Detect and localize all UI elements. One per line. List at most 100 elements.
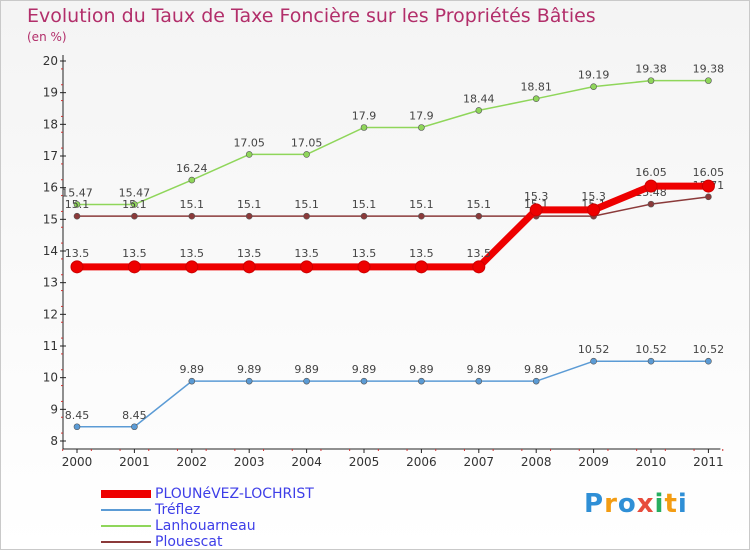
data-point-lanhouarneau [303, 151, 310, 158]
data-point-ploun-vez-lochrist [587, 203, 601, 217]
data-label-lanhouarneau: 17.05 [233, 136, 265, 149]
data-point-lanhouarneau [475, 107, 483, 114]
data-point-plouescat [188, 212, 196, 220]
series-line-ploun-vez-lochrist [73, 182, 712, 271]
data-label-ploun-vez-lochrist: 13.5 [180, 247, 205, 260]
data-label-ploun-vez-lochrist: 13.5 [467, 247, 492, 260]
data-point-lanhouarneau [647, 77, 655, 84]
data-point-ploun-vez-lochrist [185, 260, 199, 274]
data-point-tr-flez [245, 377, 253, 385]
data-point-plouescat [245, 212, 253, 220]
logo-letter: i [677, 489, 688, 519]
data-label-ploun-vez-lochrist: 13.5 [65, 247, 90, 260]
data-point-ploun-vez-lochrist [242, 260, 256, 274]
data-label-tr-flez: 10.52 [635, 343, 667, 356]
legend-label: Plouescat [155, 534, 223, 550]
data-point-tr-flez [532, 377, 540, 385]
y-tick-label: 13 [43, 276, 58, 290]
data-point-plouescat [705, 193, 712, 201]
data-label-tr-flez: 9.89 [524, 363, 549, 376]
x-tick-label: 2008 [521, 455, 552, 469]
data-point-tr-flez [188, 377, 196, 385]
data-label-ploun-vez-lochrist: 13.5 [237, 247, 262, 260]
y-tick-label: 10 [43, 371, 58, 385]
data-point-tr-flez [418, 377, 425, 385]
x-tick-label: 2004 [291, 455, 322, 469]
data-point-tr-flez [73, 423, 81, 431]
logo-letter: o [617, 489, 637, 519]
x-tick-label: 2010 [636, 455, 667, 469]
series-line-tr-flez [76, 360, 710, 428]
y-tick-label: 16 [43, 181, 58, 195]
data-label-lanhouarneau: 19.19 [578, 69, 610, 82]
data-label-lanhouarneau: 17.9 [352, 110, 377, 123]
data-point-ploun-vez-lochrist [701, 179, 715, 193]
data-point-tr-flez [647, 357, 655, 365]
data-point-lanhouarneau [245, 151, 253, 158]
legend-item: Plouescat [101, 534, 314, 550]
data-point-ploun-vez-lochrist [300, 260, 314, 274]
data-point-ploun-vez-lochrist [357, 260, 371, 274]
legend-label: Lanhouarneau [155, 518, 256, 534]
data-label-tr-flez: 9.89 [294, 363, 319, 376]
data-label-tr-flez: 10.52 [693, 343, 725, 356]
data-label-ploun-vez-lochrist: 15.3 [524, 190, 549, 203]
data-label-lanhouarneau: 18.44 [463, 92, 495, 105]
x-tick-label: 2009 [578, 455, 609, 469]
y-tick-label: 18 [43, 117, 58, 131]
data-label-plouescat: 15.1 [122, 198, 147, 211]
data-point-plouescat [647, 200, 655, 208]
data-point-ploun-vez-lochrist [70, 260, 84, 274]
legend-swatch [101, 525, 151, 527]
data-point-lanhouarneau [131, 201, 138, 208]
data-point-tr-flez [705, 357, 712, 365]
data-label-ploun-vez-lochrist: 13.5 [294, 247, 319, 260]
data-point-plouescat [475, 212, 483, 220]
data-label-lanhouarneau: 17.05 [291, 136, 323, 149]
x-tick-label: 2002 [177, 455, 208, 469]
data-label-plouescat: 15.1 [237, 198, 262, 211]
data-label-lanhouarneau: 15.47 [61, 186, 93, 199]
data-label-plouescat: 15.1 [467, 198, 492, 211]
data-label-ploun-vez-lochrist: 16.05 [635, 166, 667, 179]
data-point-ploun-vez-lochrist [472, 260, 486, 274]
legend-label: PLOUNéVEZ-LOCHRIST [155, 486, 314, 502]
x-tick-label: 2001 [119, 455, 150, 469]
data-label-tr-flez: 9.89 [409, 363, 434, 376]
logo-letter: t [664, 489, 678, 519]
legend-swatch [101, 509, 151, 511]
data-label-ploun-vez-lochrist: 16.05 [693, 166, 725, 179]
legend-swatch [101, 541, 151, 543]
data-label-ploun-vez-lochrist: 13.5 [409, 247, 434, 260]
data-label-lanhouarneau: 19.38 [693, 63, 725, 76]
data-label-plouescat: 15.1 [294, 198, 319, 211]
data-point-ploun-vez-lochrist [529, 203, 543, 217]
y-tick-label: 15 [43, 212, 58, 226]
y-tick-label: 20 [43, 54, 58, 68]
data-label-ploun-vez-lochrist: 15.3 [581, 190, 606, 203]
data-label-ploun-vez-lochrist: 13.5 [352, 247, 377, 260]
data-label-lanhouarneau: 18.81 [520, 81, 552, 94]
data-point-lanhouarneau [73, 201, 81, 208]
data-point-lanhouarneau [532, 95, 540, 102]
data-label-tr-flez: 9.89 [467, 363, 492, 376]
data-point-lanhouarneau [590, 83, 597, 90]
data-label-tr-flez: 8.45 [122, 409, 147, 422]
y-tick-label: 19 [43, 86, 58, 100]
data-point-lanhouarneau [188, 176, 196, 184]
data-label-lanhouarneau: 16.24 [176, 162, 208, 175]
data-point-tr-flez [303, 377, 310, 385]
x-tick-label: 2011 [693, 455, 724, 469]
data-point-lanhouarneau [360, 124, 368, 131]
data-label-plouescat: 15.1 [65, 198, 90, 211]
data-point-tr-flez [360, 377, 368, 385]
y-tick-label: 17 [43, 149, 58, 163]
data-point-tr-flez [475, 377, 483, 385]
logo-letter: P [584, 489, 605, 519]
data-point-lanhouarneau [418, 124, 425, 131]
data-label-plouescat: 15.1 [409, 198, 434, 211]
data-point-ploun-vez-lochrist [414, 260, 428, 274]
proxiti-logo: Proxiti [584, 489, 688, 519]
